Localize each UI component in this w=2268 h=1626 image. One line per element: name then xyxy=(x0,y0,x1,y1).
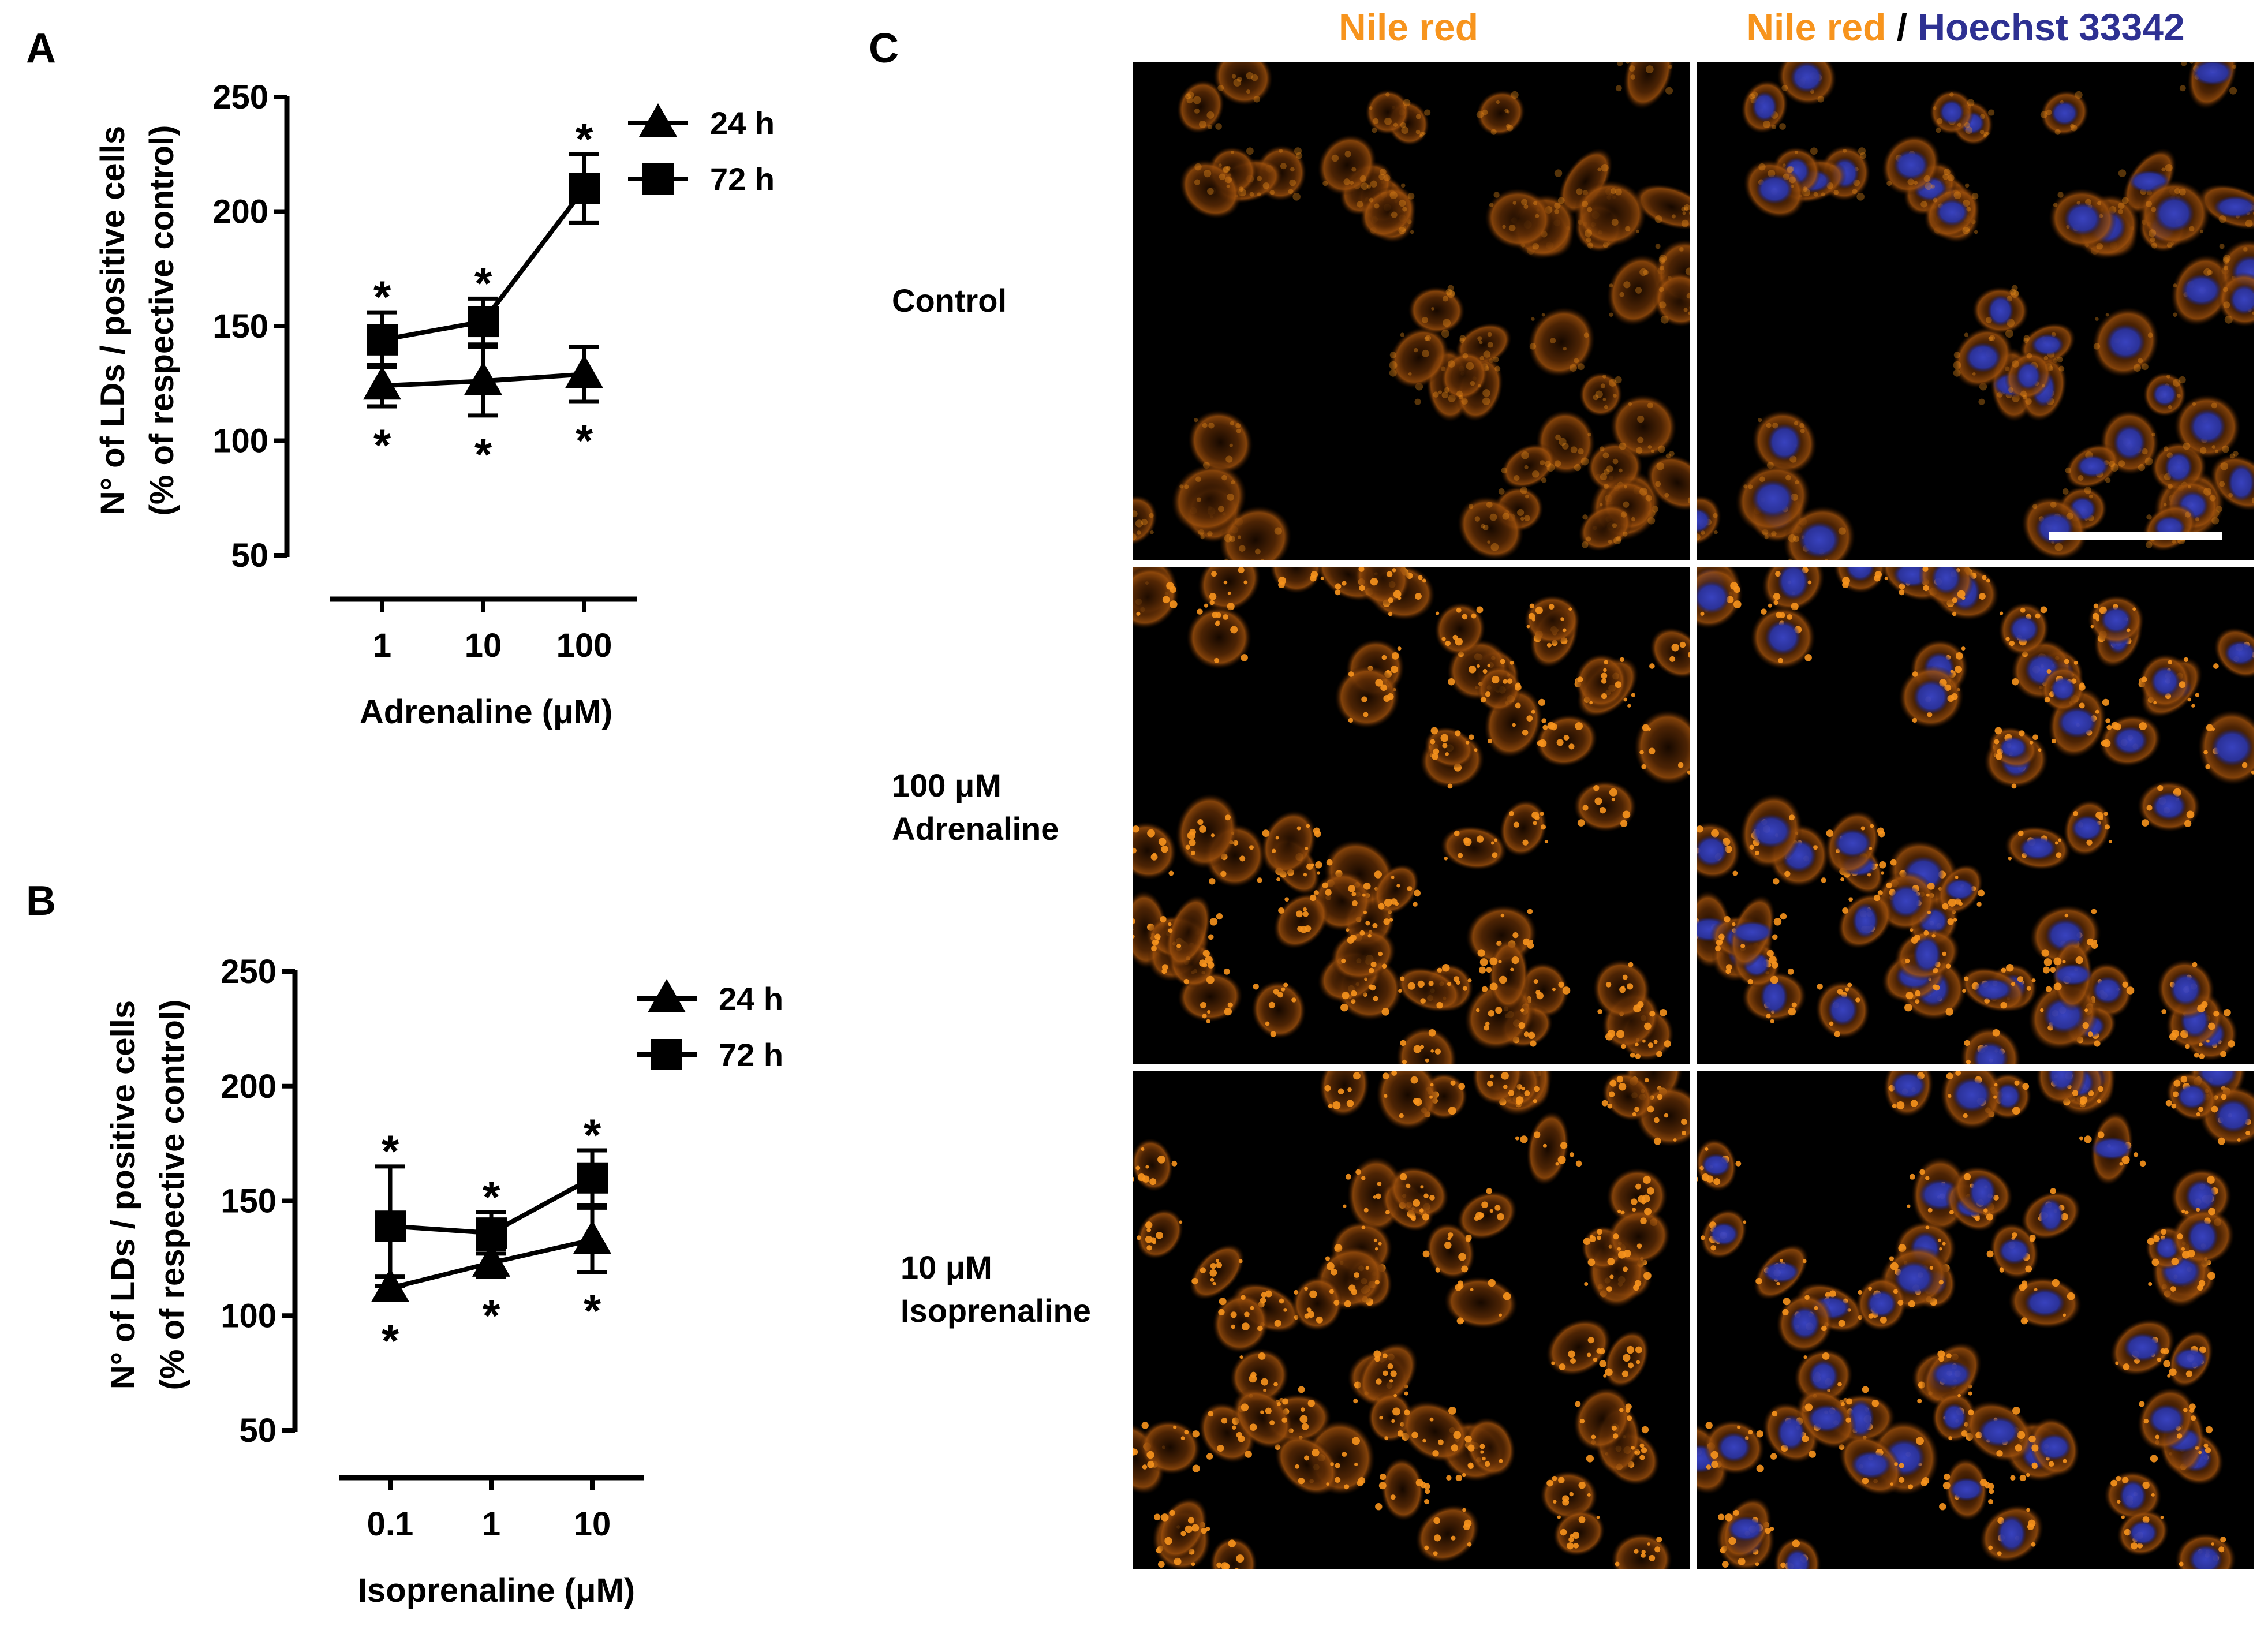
chart-b-series-0-point-2 xyxy=(573,1220,611,1254)
chart-b-series-0-point-1 xyxy=(472,1243,510,1277)
chart-a-y-tick-label-150: 150 xyxy=(212,308,268,345)
chart-b-y-label-line2: (% of respective control) xyxy=(154,1000,191,1390)
chart-b-y-tick-label-150: 150 xyxy=(221,1183,277,1220)
chart-b-series-1-point-1 xyxy=(476,1217,507,1249)
row-label-isoprenaline-dose: 10 μM xyxy=(901,1249,992,1285)
chart-a-series-1-significance-2: * xyxy=(576,113,593,164)
row-label-control: Control xyxy=(892,282,1007,319)
micrograph-tile-r2-c1 xyxy=(1697,1071,2254,1569)
chart-a-series-1-point-0 xyxy=(367,324,398,356)
chart-a-series-0-legend-marker xyxy=(639,103,677,137)
header-merge: Nile red / Hoechst 33342 xyxy=(1746,6,2184,48)
row-label-adrenaline: Adrenaline xyxy=(892,810,1059,847)
header-merge-nile-red: Nile red xyxy=(1746,6,1886,48)
chart-b-series-1-legend-label: 72 h xyxy=(719,1037,783,1073)
chart-a-y-tick-label-50: 50 xyxy=(231,537,268,574)
micrograph-tile-r0-c1 xyxy=(1697,62,2254,560)
chart-b-series-1-significance-1: * xyxy=(483,1171,500,1222)
chart-a-y-tick-label-200: 200 xyxy=(212,193,268,231)
chart-a-series-1-significance-1: * xyxy=(474,257,492,308)
micrograph-separator-column xyxy=(1690,62,1697,1569)
header-merge-hoechst: Hoechst 33342 xyxy=(1918,6,2184,48)
chart-b-x-tick-label-0: 0.1 xyxy=(367,1505,414,1543)
chart-b-series-1-significance-0: * xyxy=(382,1126,399,1176)
chart-b-series-0-legend-label: 24 h xyxy=(719,981,783,1017)
chart-a-y-label-line2: (% of respective control) xyxy=(143,125,181,516)
row-label-adrenaline-dose: 100 μM xyxy=(892,767,1002,803)
micrograph-grid: Nile red Nile red / Hoechst 33342 Contro… xyxy=(892,6,2254,1569)
chart-b-series-1-significance-2: * xyxy=(584,1109,601,1160)
panel-label-a: A xyxy=(26,25,56,72)
chart-a-x-tick-label-1: 10 xyxy=(465,627,502,664)
micrograph-tile-r0-c0 xyxy=(1133,62,1690,560)
panel-label-c: C xyxy=(869,25,899,72)
chart-b-series-1-legend-marker xyxy=(651,1039,682,1070)
chart-b-series-0-legend-marker xyxy=(648,979,686,1012)
chart-b-y-tick-label-250: 250 xyxy=(221,953,277,990)
chart-a-x-label: Adrenaline (μM) xyxy=(360,693,612,731)
chart-a-series-1-legend-marker xyxy=(642,163,674,195)
chart-b-y-label-line1: N° of LDs / positive cells xyxy=(104,1000,142,1389)
chart-a-x-tick-label-2: 100 xyxy=(556,627,612,664)
chart-a-y-tick-label-100: 100 xyxy=(212,423,268,460)
chart-a: 50 100 150 200 250 1 10 100 Adrenaline (μM) N° of… xyxy=(94,79,775,731)
chart-a-y-tick-label-250: 250 xyxy=(212,79,268,116)
chart-b-series-1-point-2 xyxy=(577,1162,608,1194)
chart-a-series-0-significance-2: * xyxy=(576,415,593,466)
chart-b-x-tick-label-1: 1 xyxy=(482,1505,500,1543)
chart-a-x-tick-label-0: 1 xyxy=(373,627,391,664)
chart-a-series-0-legend-label: 24 h xyxy=(710,105,775,141)
chart-b-y-tick-label-200: 200 xyxy=(221,1068,277,1105)
chart-a-series-1-legend-label: 72 h xyxy=(710,161,775,197)
row-label-isoprenaline: Isoprenaline xyxy=(901,1292,1091,1329)
chart-a-series-1-significance-0: * xyxy=(373,271,391,322)
chart-b-series-1-point-0 xyxy=(375,1210,406,1242)
chart-a-series-0-point-2 xyxy=(565,354,603,388)
chart-a-series-1-point-1 xyxy=(468,306,499,338)
header-merge-separator: / xyxy=(1886,6,1918,48)
panel-label-b: B xyxy=(26,878,56,924)
scale-bar xyxy=(2049,532,2222,540)
chart-a-series-1-point-2 xyxy=(569,173,600,204)
chart-b-x-label: Isoprenaline (μM) xyxy=(358,1572,635,1609)
chart-a-y-label-line1: N° of LDs / positive cells xyxy=(94,126,132,515)
chart-b-series-0-significance-2: * xyxy=(584,1285,601,1336)
chart-b-y-tick-label-50: 50 xyxy=(239,1412,277,1449)
micrograph-tile-r1-c1 xyxy=(1697,567,2254,1064)
chart-a-series-0-point-1 xyxy=(464,361,502,395)
chart-b-series-0-significance-0: * xyxy=(382,1315,399,1366)
chart-a-series-0-point-0 xyxy=(363,366,401,400)
chart-b: 50 100 150 200 250 0.1 1 10 Isoprenaline (μM) N° … xyxy=(104,953,783,1609)
header-nile-red: Nile red xyxy=(1339,6,1478,48)
chart-b-series-0-significance-1: * xyxy=(483,1290,500,1341)
micrograph-tile-r2-c0 xyxy=(1133,1071,1690,1569)
chart-b-x-tick-label-2: 10 xyxy=(574,1505,611,1543)
micrograph-tile-r1-c0 xyxy=(1133,567,1690,1064)
chart-b-y-tick-label-100: 100 xyxy=(221,1297,277,1335)
chart-a-series-0-significance-1: * xyxy=(474,429,492,480)
chart-a-series-0-significance-0: * xyxy=(373,420,391,470)
